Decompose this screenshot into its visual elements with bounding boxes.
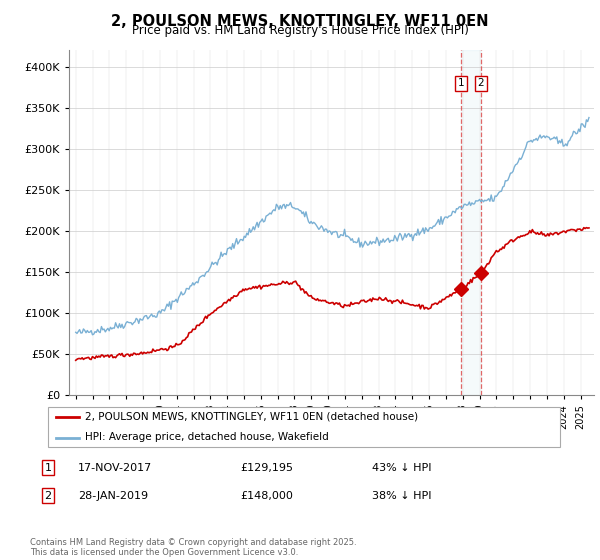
Text: 43% ↓ HPI: 43% ↓ HPI [372,463,431,473]
Text: £148,000: £148,000 [240,491,293,501]
Text: 38% ↓ HPI: 38% ↓ HPI [372,491,431,501]
Text: 2: 2 [44,491,52,501]
Text: Price paid vs. HM Land Registry's House Price Index (HPI): Price paid vs. HM Land Registry's House … [131,24,469,37]
Text: 2: 2 [478,78,484,88]
Bar [461,50,481,395]
Text: £129,195: £129,195 [240,463,293,473]
Text: 1: 1 [457,78,464,88]
Text: 2, POULSON MEWS, KNOTTINGLEY, WF11 0EN: 2, POULSON MEWS, KNOTTINGLEY, WF11 0EN [111,14,489,29]
Text: 1: 1 [44,463,52,473]
Text: 28-JAN-2019: 28-JAN-2019 [78,491,148,501]
Text: 2, POULSON MEWS, KNOTTINGLEY, WF11 0EN (detached house): 2, POULSON MEWS, KNOTTINGLEY, WF11 0EN (… [85,412,418,422]
Text: HPI: Average price, detached house, Wakefield: HPI: Average price, detached house, Wake… [85,432,328,442]
FancyBboxPatch shape [48,407,560,447]
Text: 17-NOV-2017: 17-NOV-2017 [78,463,152,473]
Text: Contains HM Land Registry data © Crown copyright and database right 2025.
This d: Contains HM Land Registry data © Crown c… [30,538,356,557]
